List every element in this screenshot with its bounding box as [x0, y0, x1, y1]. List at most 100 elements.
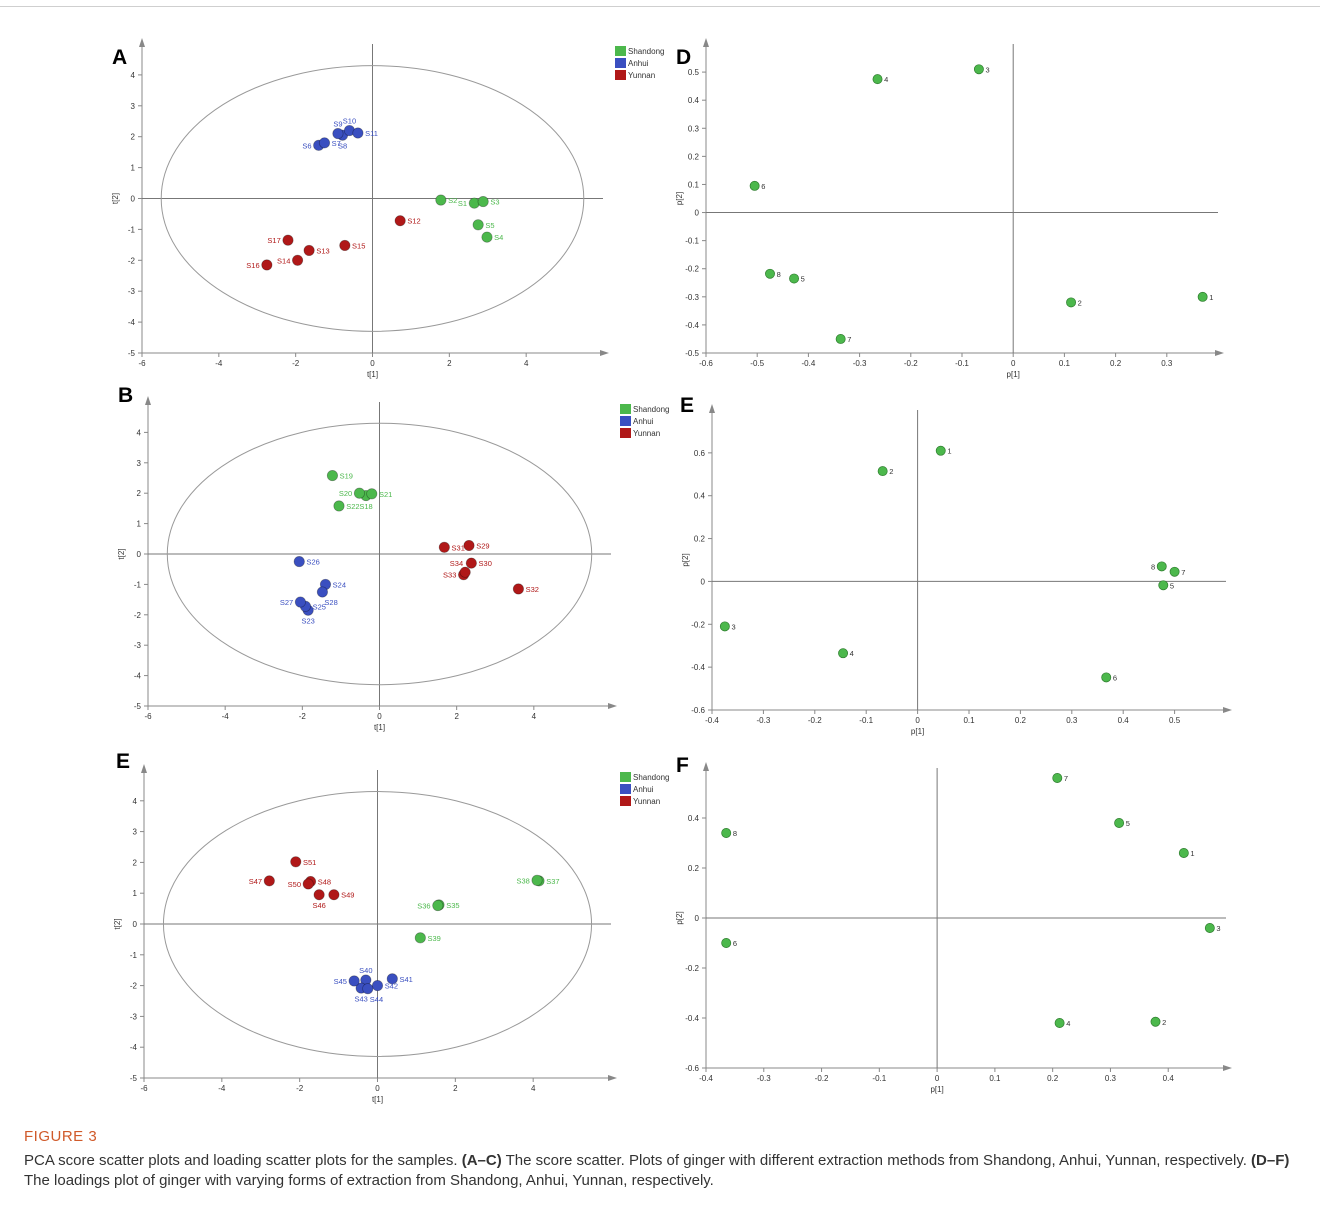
point-label: S45: [334, 977, 347, 986]
y-tick-label: 4: [131, 71, 136, 80]
x-tick-label: 0: [377, 712, 382, 721]
point-label: S10: [343, 116, 356, 125]
legend-label: Anhui: [633, 417, 654, 426]
data-point: [261, 259, 273, 271]
caption-intro: PCA score scatter plots and loading scat…: [24, 1152, 462, 1169]
y-axis-label: t[2]: [113, 918, 122, 929]
x-tick-label: -0.6: [699, 359, 713, 368]
y-tick-label: 0: [695, 914, 700, 923]
point-label: S48: [318, 877, 331, 886]
x-tick-label: -0.5: [750, 359, 764, 368]
y-tick-label: -0.4: [685, 1014, 699, 1023]
point-label: S32: [526, 585, 539, 594]
point-label: S8: [338, 141, 347, 150]
legend-label: Shandong: [633, 773, 669, 782]
x-tick-label: 0.3: [1161, 359, 1173, 368]
x-tick-label: 0.1: [963, 716, 975, 725]
data-point: [318, 137, 331, 149]
x-tick-label: 0.1: [1059, 359, 1071, 368]
y-tick-label: 4: [137, 428, 142, 437]
x-tick-label: -2: [292, 359, 300, 368]
hotelling-ellipse: [162, 791, 593, 1057]
point-label: S16: [246, 261, 259, 270]
y-axis-arrow: [703, 762, 709, 771]
data-point: [339, 239, 351, 252]
y-tick-label: -5: [130, 1074, 138, 1083]
data-point: [348, 975, 360, 987]
y-tick-label: 0.1: [688, 180, 700, 189]
data-point: [316, 586, 328, 598]
point-label: S36: [417, 902, 430, 911]
x-axis-label: t[1]: [372, 1095, 383, 1104]
data-point: [394, 215, 406, 227]
legend-label: Anhui: [633, 785, 654, 794]
y-tick-label: -3: [134, 641, 142, 650]
point-label: S33: [443, 571, 456, 580]
chart-panel-4: D-0.6 -0.5 -0.4 -0.3 -0.2 -0.1 0 0.1 0.2 0.3-0.5-…: [675, 38, 1224, 379]
data-point: [1197, 291, 1208, 302]
x-tick-label: -0.2: [904, 359, 918, 368]
point-label: 6: [1113, 673, 1117, 682]
panel-letter: E: [116, 750, 130, 773]
data-point: [438, 541, 450, 553]
chart-panel-2: B -6 -4 -2 0 2 4 -5 -4 -3 -2 -1 0 1 2 3 4 t[1] t[2] Shandon…: [117, 384, 669, 732]
point-label: 8: [733, 829, 737, 838]
y-axis-arrow: [145, 396, 151, 405]
data-point: [1158, 580, 1169, 591]
data-point: [313, 889, 325, 901]
panel-letter: A: [112, 46, 127, 69]
legend-swatch: [620, 772, 631, 782]
point-label: S47: [249, 877, 262, 886]
point-label: S39: [428, 934, 441, 943]
data-point: [1169, 566, 1180, 577]
data-point: [472, 219, 484, 231]
point-label: 6: [761, 182, 765, 191]
point-label: S7: [332, 139, 341, 148]
point-label: 3: [985, 65, 989, 74]
data-point: [366, 488, 378, 500]
y-tick-label: 0.2: [694, 535, 706, 544]
point-label: S6: [302, 141, 311, 150]
point-label: S38: [516, 876, 529, 885]
x-axis-arrow: [608, 703, 617, 709]
y-tick-label: -1: [128, 225, 136, 234]
x-tick-label: 2: [447, 359, 452, 368]
data-point: [877, 466, 888, 477]
point-label: S28: [324, 598, 337, 607]
y-tick-label: -5: [128, 349, 136, 358]
y-tick-label: -0.2: [685, 265, 699, 274]
y-tick-label: -0.2: [691, 620, 705, 629]
y-tick-label: -1: [134, 580, 142, 589]
y-tick-label: -2: [130, 982, 138, 991]
data-point: [465, 557, 477, 569]
point-label: S34: [450, 559, 463, 568]
legend-swatch: [615, 70, 626, 80]
x-tick-label: -4: [218, 1084, 226, 1093]
x-tick-label: -4: [222, 712, 230, 721]
caption-text: PCA score scatter plots and loading scat…: [24, 1151, 1304, 1191]
point-label: S37: [546, 877, 559, 886]
y-tick-label: 2: [133, 858, 138, 867]
data-point: [362, 983, 374, 995]
x-tick-label: 2: [453, 1084, 458, 1093]
y-tick-label: 0.4: [688, 814, 700, 823]
x-tick-label: 0: [935, 1074, 940, 1083]
point-label: 5: [1126, 819, 1130, 828]
data-point: [333, 500, 345, 512]
point-label: 2: [1078, 298, 1082, 307]
legend-swatch: [620, 796, 631, 806]
caption-ref-def: (D–F): [1251, 1152, 1290, 1169]
data-point: [477, 196, 489, 208]
legend-label: Shandong: [633, 405, 669, 414]
data-point: [872, 74, 883, 85]
y-tick-label: -4: [134, 672, 142, 681]
x-axis-arrow: [1215, 350, 1224, 356]
point-label: S25: [313, 602, 326, 611]
x-tick-label: 0.1: [989, 1074, 1001, 1083]
point-label: 1: [947, 447, 951, 456]
x-tick-label: 4: [531, 1084, 536, 1093]
point-label: 2: [889, 467, 893, 476]
y-axis-label: p[2]: [681, 553, 690, 566]
y-tick-label: 2: [137, 489, 142, 498]
x-tick-label: 0: [370, 359, 375, 368]
